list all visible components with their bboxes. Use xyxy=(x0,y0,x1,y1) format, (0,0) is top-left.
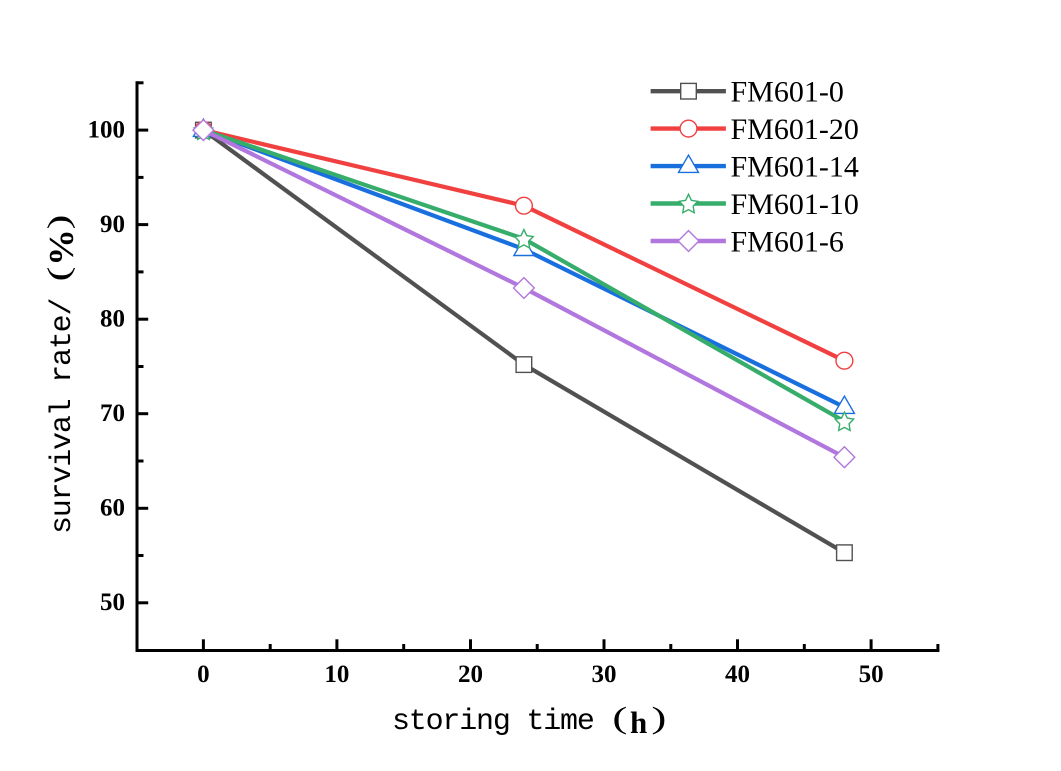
svg-text:h: h xyxy=(630,705,647,740)
svg-text:storing time: storing time xyxy=(392,705,594,739)
svg-text:%: % xyxy=(42,229,81,266)
svg-text:100: 100 xyxy=(88,116,126,143)
svg-text:0: 0 xyxy=(197,661,210,688)
svg-text:survival rate/: survival rate/ xyxy=(46,299,80,534)
svg-text:FM601-10: FM601-10 xyxy=(731,188,859,221)
svg-text:50: 50 xyxy=(100,589,125,616)
svg-text:(: ( xyxy=(612,702,627,736)
svg-text:40: 40 xyxy=(725,661,750,688)
svg-text:): ) xyxy=(651,702,666,736)
svg-text:30: 30 xyxy=(592,661,617,688)
svg-text:FM601-20: FM601-20 xyxy=(731,113,859,146)
svg-text:20: 20 xyxy=(458,661,483,688)
svg-text:10: 10 xyxy=(324,661,349,688)
svg-text:90: 90 xyxy=(100,211,125,238)
svg-text:70: 70 xyxy=(100,400,125,427)
svg-text:(: ( xyxy=(42,267,76,282)
svg-text:FM601-0: FM601-0 xyxy=(731,76,844,109)
svg-text:60: 60 xyxy=(100,495,125,522)
svg-text:FM601-6: FM601-6 xyxy=(731,226,844,259)
svg-text:80: 80 xyxy=(100,306,125,333)
svg-text:50: 50 xyxy=(859,661,884,688)
svg-text:): ) xyxy=(42,215,76,230)
svg-text:FM601-14: FM601-14 xyxy=(731,151,859,184)
